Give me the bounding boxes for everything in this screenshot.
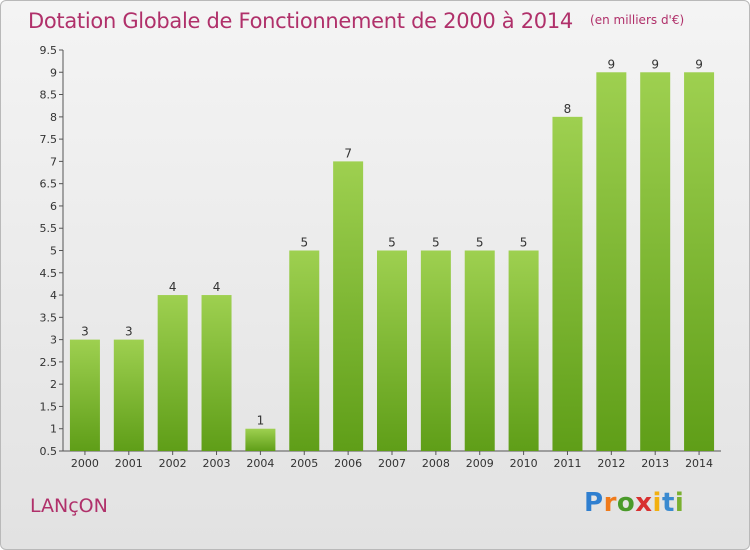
bar [113,339,144,451]
y-tick-label: 1.5 [40,400,58,413]
x-tick-label: 2005 [290,457,318,470]
bar-data-label: 5 [300,236,308,250]
y-tick-label: 3.5 [40,311,58,324]
y-tick-label: 2 [50,378,57,391]
x-tick-label: 2012 [597,457,625,470]
bar-data-label: 9 [651,57,659,71]
bar-data-label: 7 [344,146,352,160]
bar-data-label: 9 [695,57,703,71]
bar [157,295,188,451]
logo-letter: o [616,488,636,518]
x-tick-label: 2009 [466,457,494,470]
y-tick-label: 4 [50,289,57,302]
y-tick-label: 1 [50,423,57,436]
bar [377,250,407,451]
y-tick-label: 3 [50,334,57,347]
y-tick-label: 7.5 [40,133,58,146]
x-tick-label: 2010 [510,457,538,470]
x-tick-label: 2007 [378,457,406,470]
y-tick-label: 5.5 [40,222,58,235]
proxiti-logo: Proxiti [584,488,684,518]
y-tick-label: 5 [50,245,57,258]
bar [596,72,627,452]
place-name: LANçON [30,495,108,517]
logo-letter: i [674,488,685,518]
bar-data-label: 1 [257,414,265,428]
bar-data-label: 9 [608,57,616,71]
chart-title-text: Dotation Globale de Fonctionnement de 20… [28,9,573,33]
bar [420,250,451,451]
x-tick-label: 2008 [422,457,450,470]
logo-letter: i [652,488,662,518]
y-tick-label: 9.5 [40,44,58,57]
x-tick-label: 2002 [159,457,187,470]
bar-data-label: 4 [169,280,177,294]
bar [508,250,539,451]
logo-letter: r [603,488,617,518]
chart-unit-note: (en milliers d'€) [590,13,685,27]
x-tick-label: 2004 [246,457,274,470]
bar [552,116,583,451]
x-tick-label: 2003 [203,457,231,470]
bar [69,339,100,451]
bar [333,161,364,451]
y-tick-label: 9 [50,66,57,79]
y-tick-label: 4.5 [40,267,58,280]
bar-data-label: 5 [388,236,396,250]
x-tick-label: 2013 [641,457,669,470]
x-tick-label: 2000 [71,457,99,470]
y-tick-label: 0.5 [40,445,58,458]
bar [640,72,671,452]
bar-data-label: 4 [213,280,221,294]
bar-data-label: 5 [476,236,484,250]
y-tick-label: 2.5 [40,356,58,369]
x-tick-label: 2011 [553,457,581,470]
bar [245,428,276,451]
y-tick-label: 7 [50,155,57,168]
y-tick-label: 6.5 [40,178,58,191]
bar-data-label: 3 [81,325,89,339]
chart-title: Dotation Globale de Fonctionnement de 20… [28,9,684,33]
y-tick-label: 6 [50,200,57,213]
logo-letter: t [661,488,675,518]
bar [289,250,320,451]
logo-letter: P [584,488,604,518]
bar [684,72,715,452]
logo-letter: x [635,488,653,518]
bar-data-label: 8 [564,102,572,116]
x-tick-label: 2006 [334,457,362,470]
bar [201,295,232,451]
x-tick-label: 2001 [115,457,143,470]
bar-data-label: 5 [520,236,528,250]
bar [464,250,495,451]
y-tick-label: 8 [50,111,57,124]
bar-data-label: 3 [125,325,133,339]
bar-data-label: 5 [432,236,440,250]
y-tick-label: 8.5 [40,89,58,102]
x-tick-label: 2014 [685,457,713,470]
